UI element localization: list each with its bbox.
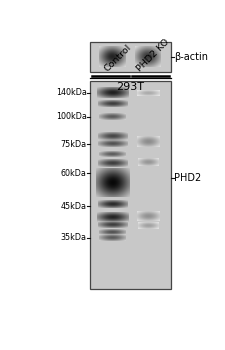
Text: 45kDa: 45kDa (61, 202, 87, 211)
Text: PHD2 KO: PHD2 KO (135, 37, 171, 74)
Text: 140kDa: 140kDa (56, 89, 87, 98)
Text: PHD2: PHD2 (174, 173, 202, 183)
Text: Control: Control (102, 43, 133, 74)
Bar (90, 42, 171, 72)
Text: 100kDa: 100kDa (56, 112, 87, 121)
Bar (90, 80, 171, 289)
Text: 75kDa: 75kDa (61, 140, 87, 148)
Text: 35kDa: 35kDa (61, 233, 87, 242)
Text: 60kDa: 60kDa (61, 169, 87, 178)
Text: β-actin: β-actin (174, 52, 208, 62)
Text: 293T: 293T (117, 82, 144, 92)
